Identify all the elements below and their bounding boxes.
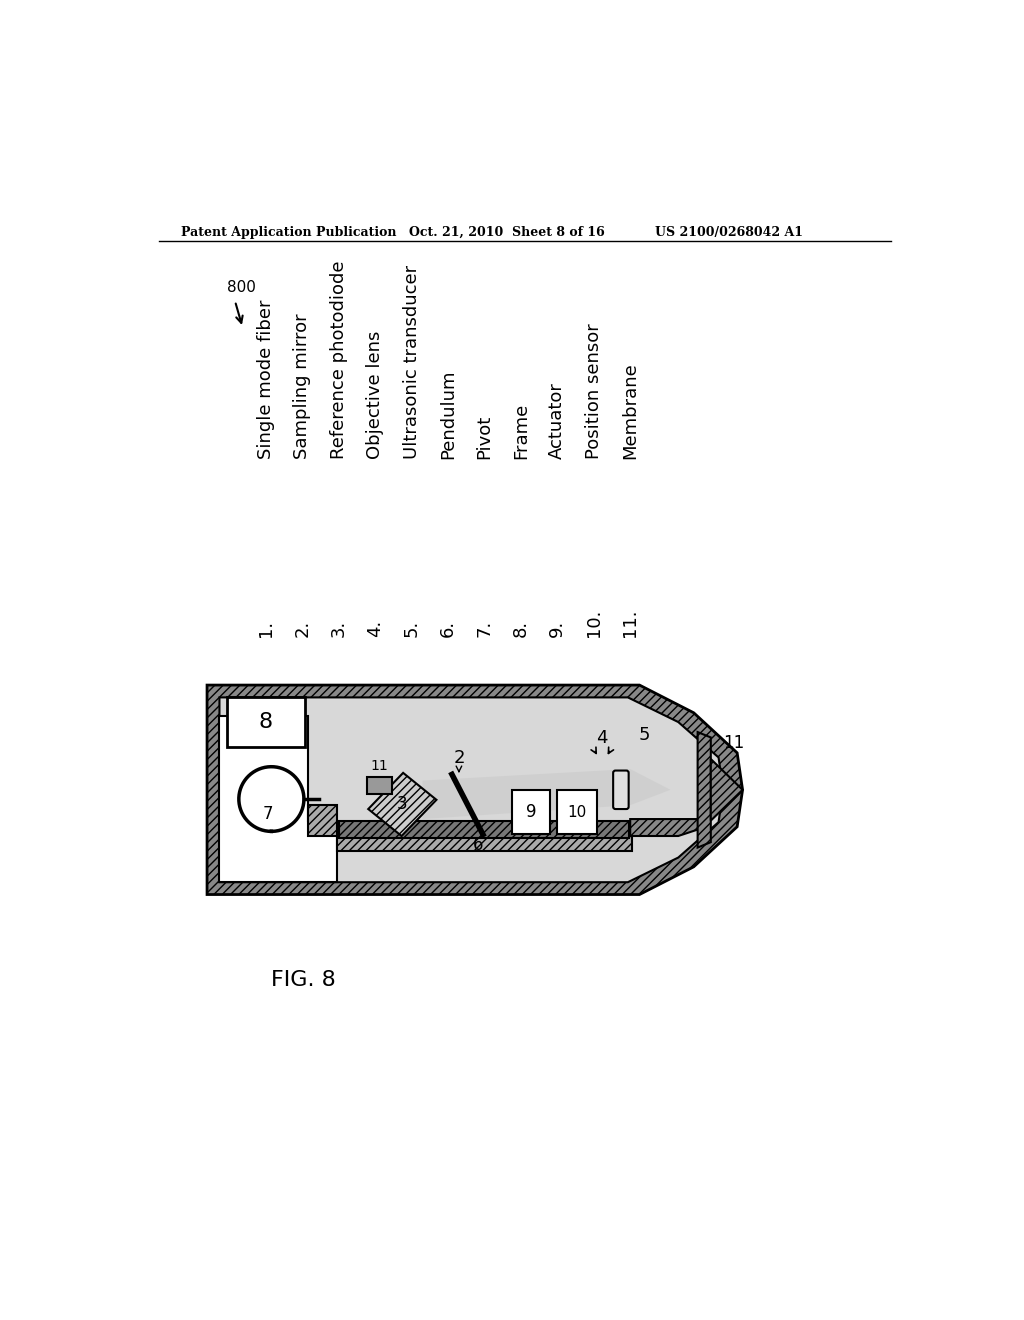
Bar: [339, 821, 630, 838]
Text: 2: 2: [454, 748, 465, 767]
Polygon shape: [207, 685, 742, 895]
Text: 2.: 2.: [293, 620, 311, 638]
Text: Pivot: Pivot: [475, 414, 494, 459]
Polygon shape: [369, 774, 436, 836]
Polygon shape: [711, 759, 742, 821]
Text: 1.: 1.: [257, 620, 275, 638]
Text: Oct. 21, 2010  Sheet 8 of 16: Oct. 21, 2010 Sheet 8 of 16: [409, 226, 604, 239]
Polygon shape: [630, 818, 701, 836]
Text: Reference photodiode: Reference photodiode: [330, 260, 348, 459]
Text: Ultrasonic transducer: Ultrasonic transducer: [402, 264, 421, 459]
Text: 6: 6: [473, 837, 483, 854]
Text: Sampling mirror: Sampling mirror: [293, 313, 311, 459]
Text: 5: 5: [638, 726, 650, 743]
Bar: [512, 789, 550, 834]
Polygon shape: [219, 697, 723, 882]
Text: 3.: 3.: [330, 620, 348, 638]
Text: 10: 10: [567, 805, 587, 820]
Text: 5.: 5.: [402, 620, 421, 638]
Text: 11: 11: [371, 759, 388, 774]
Text: 9: 9: [525, 803, 537, 821]
Text: 8.: 8.: [512, 620, 530, 638]
Text: Actuator: Actuator: [548, 381, 566, 459]
Text: 4: 4: [597, 729, 608, 747]
Text: 11: 11: [723, 734, 744, 752]
Text: Position sensor: Position sensor: [585, 323, 603, 459]
Text: FIG. 8: FIG. 8: [271, 970, 336, 990]
Polygon shape: [219, 715, 337, 882]
Text: 4.: 4.: [367, 620, 384, 638]
Text: 10.: 10.: [585, 609, 603, 638]
Polygon shape: [697, 733, 711, 847]
Text: 11.: 11.: [622, 609, 639, 638]
Text: 800: 800: [227, 280, 256, 296]
Text: 3: 3: [397, 795, 408, 813]
Text: 8: 8: [259, 713, 273, 733]
Text: Single mode fiber: Single mode fiber: [257, 300, 275, 459]
Text: Membrane: Membrane: [622, 362, 639, 459]
Text: Frame: Frame: [512, 403, 530, 459]
Text: Pendulum: Pendulum: [439, 370, 457, 459]
Bar: [227, 697, 305, 747]
Text: US 2100/0268042 A1: US 2100/0268042 A1: [655, 226, 803, 239]
Bar: [557, 789, 597, 834]
Bar: [367, 776, 391, 793]
FancyBboxPatch shape: [613, 771, 629, 809]
Text: 7: 7: [262, 805, 272, 824]
Text: Objective lens: Objective lens: [367, 330, 384, 459]
Bar: [337, 832, 632, 851]
Text: 9.: 9.: [548, 620, 566, 638]
Text: Patent Application Publication: Patent Application Publication: [180, 226, 396, 239]
Bar: [308, 805, 337, 836]
Text: 6.: 6.: [439, 620, 457, 638]
Polygon shape: [423, 770, 671, 818]
Text: 7.: 7.: [475, 620, 494, 638]
